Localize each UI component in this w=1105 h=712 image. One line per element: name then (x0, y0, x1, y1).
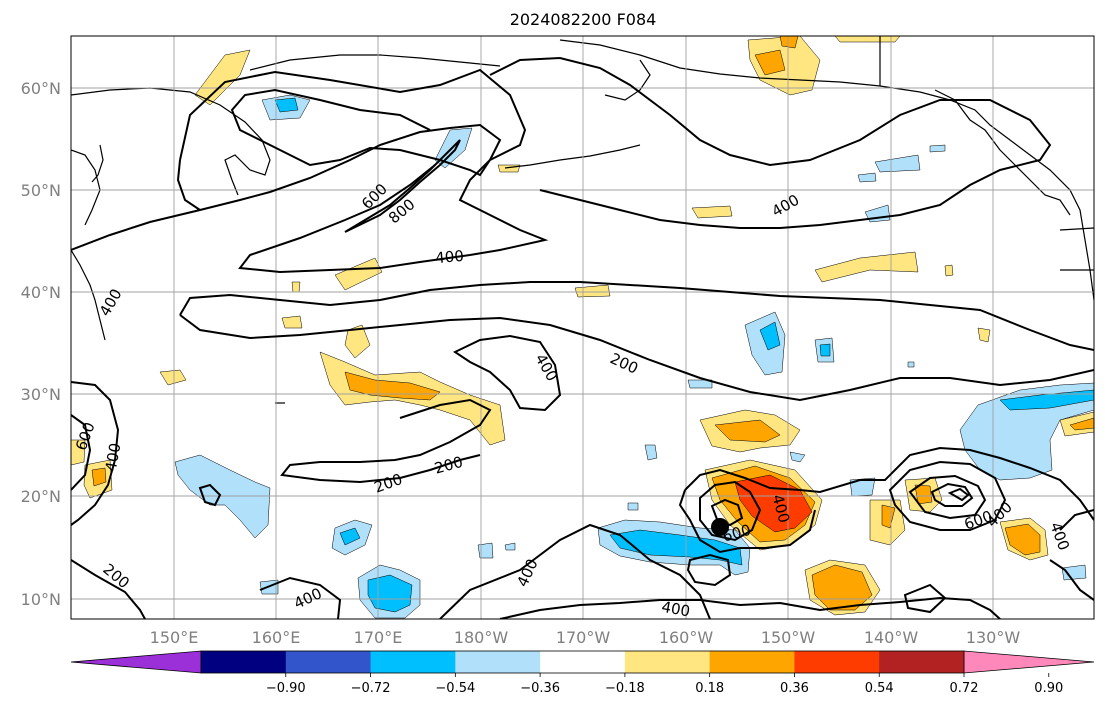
colorbar-bin (879, 651, 965, 673)
colorbar-bin (201, 651, 287, 673)
map-title: 2024082200 F084 (510, 10, 657, 29)
lat-label: 30°N (21, 385, 61, 404)
colorbar-tick-label: 0.90 (1034, 681, 1063, 696)
colorbar: −0.90 −0.72 −0.54 −0.36 −0.18 0.18 0.36 0.54 0.7… (70, 650, 1095, 696)
map-frame (70, 35, 1095, 620)
lon-label: 140°W (864, 628, 919, 647)
lon-label: 170°W (556, 628, 611, 647)
colorbar-bin (455, 651, 541, 673)
colorbar-tick-label: −0.18 (605, 681, 645, 696)
lat-label: 20°N (21, 487, 61, 506)
colorbar-tick-label: −0.54 (435, 681, 475, 696)
positive-anomaly-shading (71, 36, 1094, 616)
lon-label: 170°E (354, 628, 403, 647)
colorbar-lower-extension (70, 650, 202, 674)
contour-label: 400 (660, 598, 691, 621)
contour-label: 400 (102, 441, 125, 472)
lon-label: 130°W (966, 628, 1021, 647)
colorbar-tick-label: 0.36 (780, 681, 809, 696)
colorbar-bin (624, 651, 711, 673)
colorbar-tick-label: 0.54 (865, 681, 894, 696)
lon-label: 150°W (761, 628, 816, 647)
graticule (71, 36, 1094, 619)
lon-label: 160°W (659, 628, 714, 647)
colorbar-upper-extension (963, 650, 1095, 674)
colorbar-tick-label: −0.90 (266, 681, 306, 696)
latitude-labels: 10°N 20°N 30°N 40°N 50°N 60°N (21, 79, 61, 609)
lon-label: 150°E (150, 628, 199, 647)
lon-label: 180°W (454, 628, 509, 647)
colorbar-bin (794, 651, 880, 673)
geopotential-contours (71, 56, 1094, 619)
lat-label: 60°N (21, 79, 61, 98)
colorbar-bin (285, 651, 372, 673)
lon-label: 160°E (252, 628, 301, 647)
colorbar-tick-label: 0.18 (695, 681, 724, 696)
lat-label: 10°N (21, 590, 61, 609)
lat-label: 40°N (21, 283, 61, 302)
colorbar-tick-label: −0.72 (351, 681, 391, 696)
longitude-labels: 150°E 160°E 170°E 180°W 170°W 160°W 150°… (150, 628, 1021, 647)
colorbar-frame (200, 650, 965, 674)
colorbar-bin (540, 651, 626, 673)
colorbar-tick-label: −0.36 (520, 681, 560, 696)
colorbar-tick-label: 0.72 (950, 681, 979, 696)
contour-label: 400 (435, 247, 465, 267)
map-panel: 600 800 400 400 400 200 400 200 200 600 … (70, 35, 1095, 621)
map-background (71, 36, 1094, 619)
storm-center-marker (711, 518, 729, 536)
colorbar-bin (370, 651, 456, 673)
lat-label: 50°N (21, 181, 61, 200)
colorbar-bin (709, 651, 795, 673)
